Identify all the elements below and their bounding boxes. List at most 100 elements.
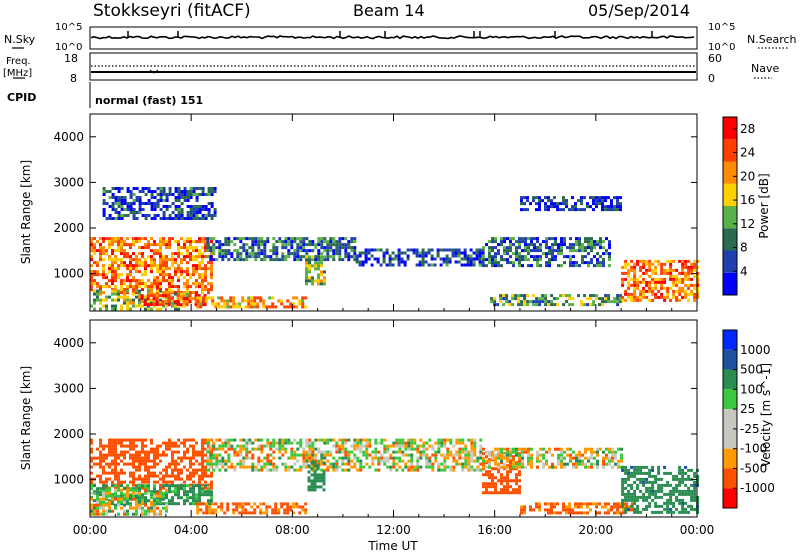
- heat-cell: [598, 199, 601, 203]
- heat-cell: [530, 249, 533, 253]
- heat-cell: [147, 246, 150, 250]
- heat-cell: [201, 282, 204, 286]
- heat-cell: [308, 267, 311, 271]
- heat-cell: [491, 467, 494, 471]
- heat-cell: [527, 258, 530, 262]
- heat-cell: [374, 456, 378, 460]
- heat-cell: [90, 438, 93, 442]
- heat-cell: [672, 259, 676, 263]
- heat-cell: [129, 264, 132, 268]
- heat-cell: [177, 240, 180, 244]
- heat-cell: [642, 495, 646, 499]
- heat-cell: [687, 268, 691, 272]
- heat-cell: [196, 511, 200, 515]
- heat-cell: [204, 267, 207, 271]
- heat-cell: [645, 283, 649, 287]
- heat-cell: [383, 447, 387, 451]
- heat-cell: [186, 249, 189, 253]
- heat-cell: [120, 237, 123, 241]
- heat-cell: [353, 237, 357, 241]
- heat-cell: [230, 444, 234, 448]
- heat-cell: [99, 298, 102, 302]
- heat-cell: [684, 507, 688, 511]
- heat-cell: [138, 453, 141, 457]
- heat-cell: [538, 297, 542, 301]
- heat-cell: [99, 441, 102, 445]
- heat-cell: [607, 205, 610, 209]
- heat-cell: [209, 459, 213, 463]
- heat-cell: [177, 187, 181, 190]
- colorbar-tick-label: 12: [740, 217, 755, 231]
- heat-cell: [229, 296, 233, 300]
- heat-cell: [242, 243, 246, 247]
- heat-cell: [114, 217, 118, 220]
- heat-cell: [150, 471, 153, 475]
- heat-cell: [344, 462, 348, 466]
- colorbar-block: [723, 139, 737, 162]
- heat-cell: [509, 485, 512, 489]
- heat-cell: [272, 243, 276, 247]
- heat-cell: [105, 477, 108, 481]
- heat-cell: [90, 258, 93, 262]
- heat-cell: [126, 497, 129, 501]
- heat-cell: [287, 456, 291, 460]
- heat-cell: [575, 240, 578, 244]
- heat-cell: [407, 444, 411, 448]
- heat-cell: [317, 240, 321, 244]
- heat-cell: [206, 456, 210, 460]
- heat-cell: [500, 447, 503, 451]
- heat-cell: [257, 246, 261, 250]
- heat-cell: [165, 273, 168, 277]
- heat-cell: [281, 441, 285, 445]
- heat-cell: [571, 208, 574, 212]
- heat-cell: [138, 292, 141, 296]
- heat-cell: [90, 465, 93, 469]
- heat-cell: [111, 237, 114, 241]
- heat-cell: [295, 305, 299, 309]
- heat-cell: [168, 273, 171, 277]
- heat-cell: [198, 208, 202, 211]
- heat-cell: [302, 237, 306, 241]
- heat-cell: [563, 240, 566, 244]
- heat-cell: [329, 237, 333, 241]
- heat-cell: [633, 501, 637, 505]
- heat-cell: [150, 255, 153, 259]
- heat-cell: [117, 214, 121, 217]
- heat-cell: [669, 298, 673, 302]
- heat-cell: [90, 456, 93, 460]
- heat-cell: [189, 496, 192, 500]
- heat-cell: [619, 502, 622, 506]
- heat-cell: [206, 450, 210, 454]
- heat-cell: [220, 305, 224, 309]
- heat-cell: [560, 465, 563, 469]
- heat-cell: [204, 447, 207, 451]
- nave-tick-high: 60: [708, 52, 722, 65]
- heat-cell: [220, 296, 224, 300]
- heat-cell: [263, 255, 267, 259]
- heat-cell: [359, 447, 363, 451]
- heat-cell: [367, 251, 371, 255]
- heat-cell: [681, 471, 685, 475]
- heat-cell: [398, 441, 402, 445]
- heat-cell: [608, 246, 611, 250]
- heat-cell: [287, 243, 291, 247]
- heat-cell: [105, 512, 108, 516]
- heat-cell: [361, 263, 365, 267]
- heat-cell: [150, 447, 153, 451]
- heat-cell: [574, 502, 577, 506]
- heat-cell: [304, 305, 308, 309]
- heat-cell: [690, 468, 694, 472]
- heat-cell: [271, 508, 275, 512]
- heat-cell: [233, 447, 237, 451]
- heat-cell: [660, 486, 664, 490]
- heat-cell: [290, 237, 294, 241]
- heat-cell: [201, 205, 205, 208]
- heat-cell: [129, 453, 132, 457]
- heat-cell: [479, 438, 483, 442]
- heat-cell: [548, 246, 551, 250]
- heat-cell: [485, 264, 488, 268]
- heat-cell: [535, 208, 538, 212]
- heat-cell: [99, 285, 102, 289]
- heat-cell: [182, 294, 186, 298]
- heat-cell: [639, 468, 643, 472]
